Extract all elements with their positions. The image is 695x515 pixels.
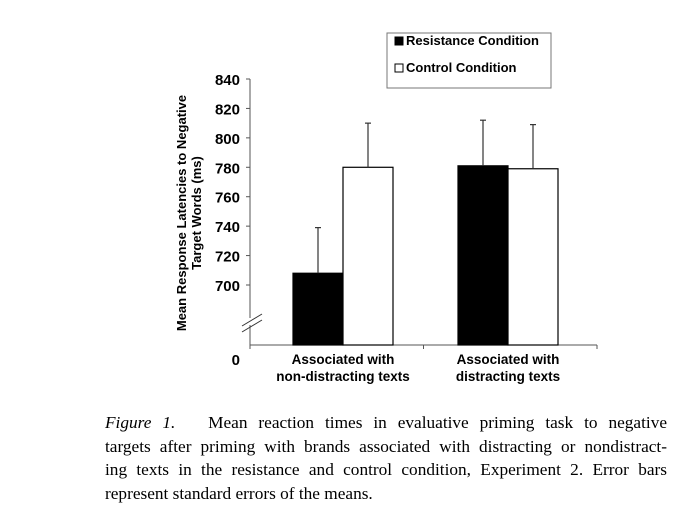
axes: 0 700 720 740 760 780 800 820 840 Associated with… [215, 72, 598, 384]
legend: Resistance Condition Control Condition [386, 32, 552, 89]
bars [292, 119, 559, 346]
bar-0-1 [457, 165, 509, 346]
y-tick-label-740: 740 [215, 219, 240, 236]
caption-line-1: Mean reaction times in evaluative primin… [208, 413, 667, 432]
y-tick-label-840: 840 [215, 72, 240, 89]
x-category-label-0: non-distracting texts [276, 369, 410, 384]
x-category-label-0: Associated with [292, 352, 395, 367]
legend-label-1: Control Condition [406, 60, 517, 75]
caption-line-2: targets after priming with brands associ… [105, 436, 667, 456]
y-tick-label-820: 820 [215, 101, 240, 118]
legend-swatch-1 [394, 63, 404, 73]
y-tick-label-780: 780 [215, 160, 240, 177]
bar-0-0 [292, 272, 344, 346]
legend-box [386, 32, 552, 89]
bar-1-1 [507, 168, 559, 346]
bar-chart: 0 700 720 740 760 780 800 820 840 Associated with… [174, 32, 598, 384]
y-axis-label-line1: Mean Response Latencies to Negative [174, 95, 189, 331]
y-tick-label-800: 800 [215, 131, 240, 148]
y-tick-label-700: 700 [215, 278, 240, 295]
caption-line-4: represent standard errors of the means. [105, 483, 373, 503]
bar-1-0 [342, 166, 394, 346]
axis-break-mark [241, 313, 263, 327]
caption-label: Figure 1. [105, 413, 176, 432]
axis-break-mark [241, 319, 263, 333]
caption-line-3: ing texts in the resistance and control … [105, 460, 667, 479]
y-tick-label-0: 0 [232, 352, 240, 369]
x-category-label-1: distracting texts [456, 369, 560, 384]
legend-swatch-0 [394, 36, 404, 46]
y-axis-label-line2: Target Words (ms) [189, 156, 204, 270]
legend-label-0: Resistance Condition [406, 33, 539, 48]
x-category-label-1: Associated with [457, 352, 560, 367]
y-tick-label-720: 720 [215, 249, 240, 266]
y-tick-label-760: 760 [215, 190, 240, 207]
figure-caption: Figure 1. Mean reaction times in evaluat… [105, 411, 667, 505]
